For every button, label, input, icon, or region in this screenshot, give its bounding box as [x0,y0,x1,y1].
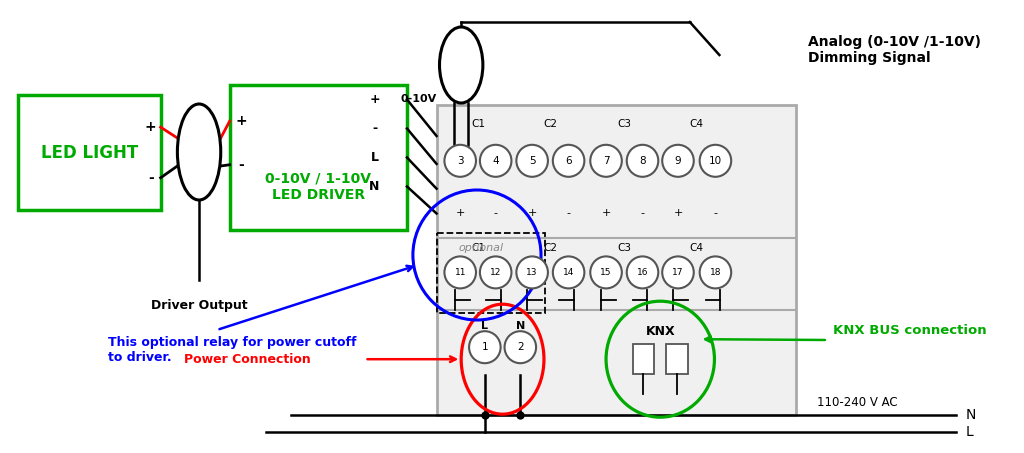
Circle shape [663,256,693,289]
Text: C4: C4 [690,119,703,129]
Text: C3: C3 [617,243,631,253]
Text: C2: C2 [544,243,557,253]
Text: +: + [236,114,247,128]
Bar [17,95,161,210]
Circle shape [444,145,476,177]
Circle shape [699,145,731,177]
Circle shape [444,256,476,289]
Text: L: L [371,151,379,164]
Text: 14: 14 [563,268,574,277]
Bar [436,233,545,313]
Text: 2: 2 [517,342,523,352]
Text: 10: 10 [709,156,722,166]
Circle shape [469,331,501,363]
Circle shape [699,256,731,289]
Text: Power Connection: Power Connection [183,353,310,366]
Ellipse shape [177,104,221,200]
Text: 110-240 V AC: 110-240 V AC [817,396,898,410]
Text: This optional relay for power cutoff
to driver.: This optional relay for power cutoff to … [109,336,357,364]
Text: C1: C1 [471,243,485,253]
Bar [633,344,654,374]
Text: C2: C2 [544,119,557,129]
Text: +: + [456,208,465,218]
Circle shape [553,145,585,177]
Text: N: N [966,408,976,422]
Text: 8: 8 [639,156,646,166]
Text: 4: 4 [493,156,499,166]
Text: KNX: KNX [645,325,675,337]
Bar [436,105,797,415]
Text: 0-10V: 0-10V [400,95,436,105]
Text: +: + [145,120,157,134]
Circle shape [480,145,511,177]
Text: N: N [516,321,525,331]
Bar [229,85,407,230]
Text: KNX BUS connection: KNX BUS connection [833,323,986,337]
Text: L: L [481,321,488,331]
Text: -: - [566,208,570,218]
Circle shape [480,256,511,289]
Circle shape [516,145,548,177]
Text: optional: optional [459,243,504,253]
Text: +: + [674,208,683,218]
Text: 16: 16 [637,268,648,277]
Circle shape [516,256,548,289]
Text: 6: 6 [565,156,572,166]
Text: 18: 18 [710,268,721,277]
Circle shape [553,256,585,289]
Text: 9: 9 [675,156,681,166]
Text: +: + [601,208,610,218]
Circle shape [627,145,658,177]
Text: 5: 5 [528,156,536,166]
Text: -: - [239,158,245,172]
Text: 12: 12 [490,268,502,277]
Text: L: L [966,425,974,439]
Text: +: + [370,93,380,106]
Text: 15: 15 [600,268,611,277]
Circle shape [627,256,658,289]
Ellipse shape [439,27,483,103]
Circle shape [590,145,622,177]
Text: -: - [147,171,154,185]
Text: 13: 13 [526,268,538,277]
Circle shape [590,256,622,289]
Text: 1: 1 [481,342,488,352]
Text: C3: C3 [617,119,631,129]
Text: C4: C4 [690,243,703,253]
Text: 7: 7 [603,156,609,166]
Text: Analog (0-10V /1-10V)
Dimming Signal: Analog (0-10V /1-10V) Dimming Signal [808,35,981,65]
Text: LED LIGHT: LED LIGHT [41,144,138,162]
Text: +: + [527,208,537,218]
Circle shape [505,331,537,363]
Text: 11: 11 [455,268,466,277]
Text: 3: 3 [457,156,464,166]
Text: 17: 17 [672,268,684,277]
Text: 0-10V / 1-10V
LED DRIVER: 0-10V / 1-10V LED DRIVER [265,171,372,202]
Text: N: N [370,180,380,193]
Bar [667,344,688,374]
Text: -: - [494,208,498,218]
Circle shape [663,145,693,177]
Text: -: - [372,122,377,135]
Text: -: - [641,208,644,218]
Text: Driver Output: Driver Output [151,299,248,312]
Text: C1: C1 [471,119,485,129]
Text: -: - [714,208,718,218]
